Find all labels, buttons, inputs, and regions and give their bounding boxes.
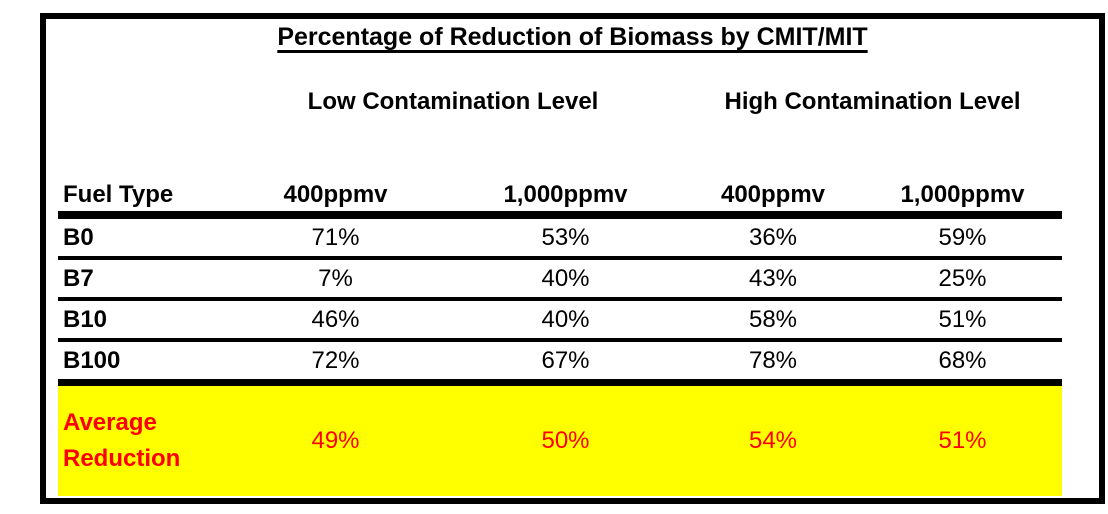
cell-value: 36% xyxy=(748,223,798,251)
table-row-b10: B10 46% 40% 58% 51% xyxy=(58,301,1062,342)
cell-value: 71% xyxy=(311,223,360,251)
group-header-low-contamination: Low Contamination Level xyxy=(307,87,599,115)
cell-value: 40% xyxy=(541,264,590,292)
cell-value: 78% xyxy=(748,346,798,374)
cell-value: 72% xyxy=(311,346,360,374)
average-value: 49% xyxy=(311,427,360,454)
average-value: 54% xyxy=(748,427,798,454)
table-row-b100: B100 72% 67% 78% 68% xyxy=(58,342,1062,386)
cell-value: 40% xyxy=(541,305,590,333)
column-header-high-400ppmv: 400ppmv xyxy=(720,180,826,208)
cell-value: 7% xyxy=(318,264,353,292)
column-header-low-400ppmv: 400ppmv xyxy=(283,180,388,208)
cell-value: 58% xyxy=(748,305,798,333)
row-label-b10: B10 xyxy=(63,305,108,333)
cell-value: 67% xyxy=(541,346,590,374)
column-header-high-1000ppmv: 1,000ppmv xyxy=(900,180,1025,208)
column-header-row: Fuel Type 400ppmv 1,000ppmv 400ppmv 1,00… xyxy=(58,178,1062,219)
cell-value: 51% xyxy=(938,305,987,333)
table-content: Low Contamination Level High Contaminati… xyxy=(58,83,1062,496)
group-header-row: Low Contamination Level High Contaminati… xyxy=(58,83,1062,120)
table-title: Percentage of Reduction of Biomass by CM… xyxy=(277,23,868,51)
group-header-high-contamination: High Contamination Level xyxy=(724,87,1021,115)
table-row-b7: B7 7% 40% 43% 25% xyxy=(58,260,1062,301)
table-outer-border: Percentage of Reduction of Biomass by CM… xyxy=(40,13,1105,504)
cell-value: 46% xyxy=(311,305,360,333)
row-label-b100: B100 xyxy=(63,346,121,374)
header-spacer xyxy=(58,120,1062,178)
average-value: 50% xyxy=(541,427,590,454)
fuel-type-header: Fuel Type xyxy=(63,180,174,208)
cell-value: 53% xyxy=(541,223,590,251)
row-label-b7: B7 xyxy=(63,264,94,292)
average-reduction-label: Average Reduction xyxy=(63,409,181,472)
average-value: 51% xyxy=(938,427,987,454)
cell-value: 25% xyxy=(938,264,987,292)
cell-value: 43% xyxy=(748,264,798,292)
cell-value: 68% xyxy=(938,346,987,374)
cell-value: 59% xyxy=(938,223,987,251)
table-row-b0: B0 71% 53% 36% 59% xyxy=(58,219,1062,260)
row-label-b0: B0 xyxy=(63,223,94,251)
column-header-low-1000ppmv: 1,000ppmv xyxy=(503,180,628,208)
average-reduction-row: Average Reduction 49% 50% 54% 51% xyxy=(58,386,1062,496)
